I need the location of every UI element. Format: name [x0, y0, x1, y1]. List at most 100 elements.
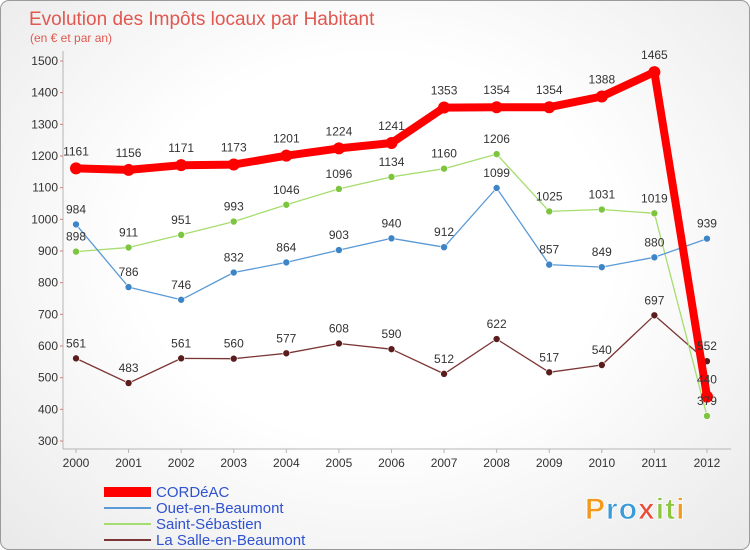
data-point	[124, 283, 133, 291]
legend-label: Saint-Sébastien	[156, 516, 262, 533]
data-label: 1206	[483, 132, 510, 146]
y-tick-label: 1000	[31, 212, 58, 226]
data-point	[70, 162, 82, 175]
data-label: 561	[171, 336, 191, 350]
data-label: 746	[171, 278, 191, 292]
data-label: 849	[592, 245, 612, 259]
data-label: 1046	[273, 183, 300, 197]
data-label: 1156	[116, 146, 142, 160]
y-tick-label: 1200	[31, 149, 58, 163]
logo-letter: i	[676, 493, 685, 526]
data-point	[332, 142, 345, 155]
data-point	[440, 164, 448, 173]
series-la-salle-en-beaumont	[72, 311, 711, 387]
data-label: 622	[487, 317, 507, 331]
data-label: 1465	[641, 48, 668, 62]
data-point	[703, 412, 711, 420]
x-tick-label: 2008	[483, 456, 510, 470]
series-saint-s-bastien	[72, 150, 711, 420]
data-point	[650, 209, 659, 218]
data-labels: 1161 1156 1171 1173 1201 1224 1241 1353 1354 1354…	[63, 48, 717, 408]
legend-label: Ouet-en-Beaumont	[156, 500, 284, 517]
x-tick-label: 2002	[168, 456, 195, 470]
data-point	[335, 339, 343, 348]
data-point	[280, 149, 293, 162]
data-label: 1096	[326, 167, 353, 181]
data-label: 832	[224, 251, 244, 265]
legend-item: Saint-Sébastien	[104, 516, 262, 533]
y-tick-label: 600	[38, 339, 58, 353]
data-label: 1161	[63, 144, 89, 158]
legend-item: CORDéAC	[104, 484, 230, 501]
data-label: 880	[644, 235, 664, 249]
data-label: 608	[329, 321, 349, 335]
data-point	[229, 268, 238, 277]
data-point	[700, 390, 713, 403]
data-label: 590	[381, 327, 401, 341]
data-label: 903	[329, 228, 349, 242]
data-point	[703, 234, 711, 243]
data-label: 540	[592, 343, 612, 357]
data-label: 512	[434, 352, 454, 366]
y-tick-labels: 300 400 500 600 700 800 900 1000 1100 1200 1300 140…	[31, 54, 58, 448]
data-label: 379	[697, 394, 717, 408]
logo-letter: P	[585, 493, 606, 526]
data-point	[650, 311, 659, 320]
data-label: 864	[276, 240, 296, 254]
x-tick-label: 2000	[63, 456, 90, 470]
x-tick-label: 2004	[273, 456, 300, 470]
y-tick-label: 900	[38, 244, 58, 258]
data-label: 561	[66, 336, 86, 350]
data-label: 786	[119, 265, 139, 279]
data-point	[648, 66, 661, 79]
data-point	[387, 173, 396, 181]
legend-label: CORDéAC	[156, 484, 230, 501]
data-label: 1099	[483, 166, 510, 180]
data-label: 1354	[483, 83, 510, 97]
x-tick-label: 2003	[220, 456, 247, 470]
series-ouet-en-beaumont	[72, 184, 711, 304]
data-point	[124, 379, 133, 387]
data-point	[282, 258, 291, 267]
data-label: 951	[171, 213, 191, 227]
data-label: 1354	[536, 83, 563, 97]
data-label: 911	[119, 226, 138, 240]
data-point	[543, 101, 556, 114]
logo-letter: x	[638, 493, 656, 526]
data-label: 912	[434, 225, 454, 239]
data-point	[282, 200, 291, 209]
data-label: 1134	[379, 155, 405, 169]
data-label: 1031	[588, 188, 615, 202]
data-label: 1241	[378, 119, 405, 133]
data-label: 552	[697, 339, 717, 353]
data-label: 1025	[536, 189, 563, 203]
data-point	[385, 137, 398, 150]
chart-title: Evolution des Impôts locaux par Habitant	[29, 9, 375, 30]
data-point	[229, 217, 238, 226]
data-label: 939	[697, 217, 717, 231]
x-tick-label: 2006	[378, 456, 405, 470]
data-point	[595, 90, 608, 103]
legend: CORDéACOuet-en-BeaumontSaint-SébastienLa…	[104, 484, 306, 549]
data-point	[440, 243, 448, 251]
legend-item: La Salle-en-Beaumont	[104, 532, 306, 549]
y-tick-label: 400	[38, 402, 58, 416]
legend-label: La Salle-en-Beaumont	[156, 532, 306, 549]
data-label: 1173	[221, 141, 247, 155]
data-point	[440, 370, 448, 378]
x-tick-label: 2011	[641, 456, 667, 470]
data-label: 1224	[326, 124, 353, 138]
y-tick-label: 500	[38, 371, 58, 385]
logo-letter: r	[606, 493, 619, 526]
data-point	[229, 354, 238, 363]
data-point	[227, 158, 240, 171]
data-point	[335, 246, 343, 254]
y-tick-label: 1500	[31, 54, 58, 68]
data-point	[597, 361, 606, 369]
data-point	[122, 163, 135, 176]
x-tick-label: 2005	[326, 456, 353, 470]
data-label: 1160	[431, 147, 457, 161]
legend-item: Ouet-en-Beaumont	[104, 500, 284, 517]
